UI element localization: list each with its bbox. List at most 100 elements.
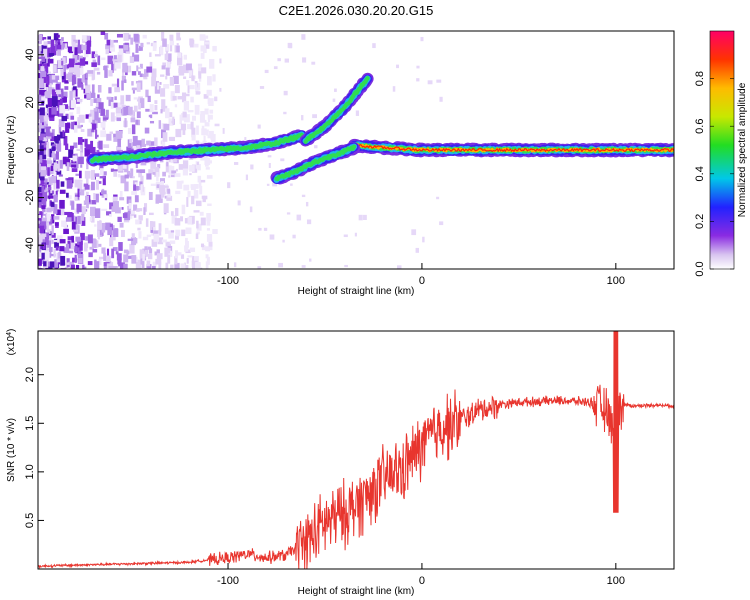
noise-cell [38, 72, 41, 79]
noise-cell [109, 202, 114, 210]
noise-cell [301, 115, 304, 121]
noise-cell [109, 131, 113, 135]
noise-cell [85, 45, 91, 55]
noise-cell [156, 172, 159, 182]
noise-cell [39, 225, 45, 234]
noise-cell [112, 196, 118, 203]
noise-cell [169, 250, 173, 257]
noise-cell [46, 160, 53, 164]
noise-cell [87, 261, 93, 266]
noise-cell [98, 259, 102, 265]
noise-cell [146, 234, 152, 237]
noise-cell [56, 134, 63, 138]
noise-cell [62, 156, 67, 165]
noise-cell [103, 264, 108, 269]
noise-cell [334, 88, 337, 92]
noise-cell [257, 266, 262, 269]
y-tick-label: 0.5 [24, 513, 36, 528]
noise-cell [344, 264, 348, 268]
noise-cell [38, 127, 42, 133]
noise-cell [162, 171, 166, 177]
noise-cell [46, 248, 50, 253]
noise-cell [84, 147, 91, 157]
noise-cell [196, 223, 202, 231]
noise-cell [69, 177, 73, 182]
noise-cell [182, 168, 188, 176]
noise-cell [112, 169, 118, 172]
noise-cell [197, 175, 202, 183]
noise-cell [170, 211, 174, 216]
noise-cell [140, 98, 145, 109]
noise-cell [142, 34, 147, 39]
noise-cell [193, 43, 199, 48]
noise-cell [197, 63, 203, 67]
noise-cell [58, 251, 61, 259]
noise-cell [127, 127, 132, 135]
noise-cell [250, 164, 254, 170]
noise-cell [68, 149, 74, 158]
noise-cell [259, 86, 265, 89]
noise-cell [78, 114, 85, 123]
noise-cell [263, 227, 268, 231]
noise-cell [68, 58, 75, 68]
noise-cell [64, 211, 71, 216]
noise-cell [113, 170, 117, 177]
noise-cell [66, 122, 71, 129]
noise-cell [206, 228, 211, 231]
noise-cell [105, 44, 110, 50]
noise-cell [47, 76, 50, 85]
noise-cell [175, 190, 181, 195]
noise-cell [136, 82, 141, 92]
noise-cell [200, 52, 205, 59]
noise-cell [113, 55, 117, 60]
noise-cell [193, 189, 199, 199]
noise-cell [71, 221, 76, 230]
noise-cell [132, 87, 135, 94]
noise-cell [164, 53, 169, 61]
noise-cell [156, 249, 160, 255]
noise-cell [207, 119, 211, 123]
noise-cell [52, 78, 58, 83]
noise-cell [124, 118, 127, 128]
snr-frame [37, 330, 675, 570]
noise-cell [89, 146, 96, 154]
noise-cell [50, 205, 54, 212]
noise-cell [207, 134, 212, 139]
noise-cell [134, 54, 140, 62]
noise-cell [76, 148, 82, 151]
noise-cell [102, 175, 106, 186]
noise-cell [56, 89, 61, 95]
noise-cell [50, 133, 55, 142]
noise-cell [266, 183, 270, 186]
noise-cell [139, 45, 143, 51]
noise-cell [53, 216, 60, 220]
noise-cell [133, 33, 139, 42]
noise-cell [112, 266, 119, 269]
noise-cell [186, 197, 189, 207]
noise-cell [56, 209, 62, 216]
noise-cell [114, 115, 118, 121]
noise-cell [63, 228, 69, 235]
noise-cell [78, 257, 83, 264]
snr-panel: -100 0 100 0.5 1.0 1.5 2.0 Height of straight … [6, 329, 675, 597]
noise-cell [131, 124, 136, 135]
noise-cell [63, 135, 68, 146]
noise-cell [108, 70, 113, 77]
noise-cell [183, 76, 187, 79]
noise-cell [189, 165, 195, 172]
noise-cell [41, 252, 46, 260]
noise-cell [133, 97, 138, 100]
noise-cell [141, 138, 145, 148]
noise-cell [77, 39, 80, 50]
noise-cell [206, 234, 213, 242]
noise-cell [67, 195, 72, 200]
noise-cell [145, 108, 150, 112]
noise-cell [106, 96, 112, 100]
noise-cell [136, 140, 142, 148]
noise-cell [59, 246, 65, 252]
noise-cell [144, 246, 148, 254]
noise-cell [135, 162, 138, 169]
noise-cell [103, 65, 108, 71]
noise-cell [123, 263, 128, 269]
